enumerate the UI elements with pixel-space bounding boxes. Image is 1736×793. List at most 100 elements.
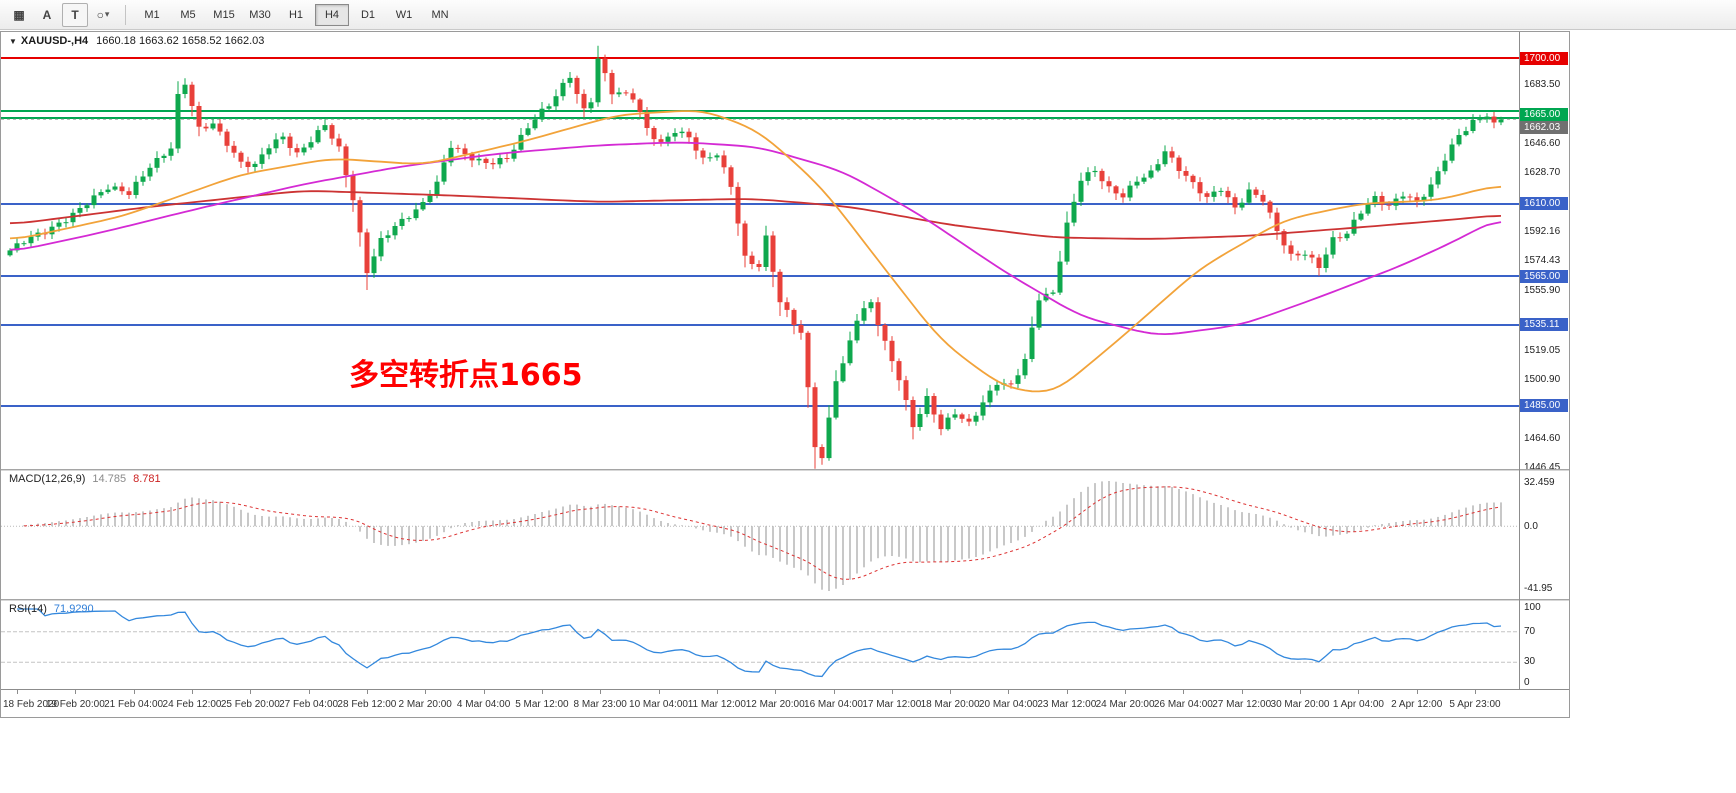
time-axis-label: 4 Mar 04:00 <box>456 699 511 710</box>
price-badge-1485.00: 1485.00 <box>1520 399 1568 413</box>
time-axis-label: 21 Feb 04:00 <box>104 699 164 710</box>
time-axis-label: 28 Feb 12:00 <box>337 699 397 710</box>
time-axis-label: 19 Feb 20:00 <box>45 699 105 710</box>
toolbar: ▦ A T ○ ▾ M1 M5 M15 M30 H1 H4 D1 W1 MN <box>0 0 1736 30</box>
time-axis-tick <box>658 690 660 694</box>
time-axis-tick <box>192 690 193 694</box>
macd-pane: MACD(12,26,9) 14.785 8.781 32.459 0.0 -41.… <box>1 471 1569 599</box>
time-axis-tick <box>250 690 252 694</box>
time-axis-label: 18 Mar 20:00 <box>920 699 980 710</box>
horizontal-line-1663[interactable] <box>1 116 1519 119</box>
time-axis[interactable]: 18 Feb 2020 19 Feb 20:00 21 Feb 04:00 24 Fe… <box>1 689 1569 717</box>
price-badge-1665.00: 1665.00 <box>1520 108 1568 122</box>
text-tool-button[interactable]: A <box>34 3 60 27</box>
price-badge-1662.03: 1662.03 <box>1520 121 1568 135</box>
grid-icon: ▦ <box>13 7 25 22</box>
price-scale-tick: 1555.90 <box>1524 285 1561 296</box>
rsi-label: RSI(14) 71.9290 <box>9 603 94 615</box>
shapes-icon: ○ <box>96 7 104 22</box>
time-axis-tick <box>891 690 893 694</box>
timeframe-h4-button[interactable]: H4 <box>315 3 349 26</box>
timeframe-m5-button[interactable]: M5 <box>180 8 196 21</box>
toolbar-separator <box>125 4 126 25</box>
time-axis-tick <box>1066 690 1068 694</box>
dropdown-caret-icon[interactable]: ▾ <box>104 9 110 19</box>
time-axis-tick <box>541 690 543 694</box>
time-axis-tick <box>1358 690 1360 694</box>
timeframe-m1-button[interactable]: M1 <box>144 8 160 21</box>
chart-window: ▼ XAUUSD-,H4 1660.18 1663.62 1658.52 1662.… <box>0 31 1570 718</box>
rsi-scale-70: 70 <box>1524 626 1536 637</box>
horizontal-line-1535.11[interactable] <box>1 323 1519 326</box>
horizontal-line-1565[interactable] <box>1 275 1519 278</box>
time-axis-tick <box>600 690 602 694</box>
horizontal-line-1667[interactable] <box>1 110 1519 113</box>
time-axis-label: 20 Mar 04:00 <box>978 699 1038 710</box>
macd-name: MACD(12,26,9) <box>9 473 86 485</box>
time-axis-label: 23 Mar 12:00 <box>1037 699 1097 710</box>
time-axis-tick <box>1241 690 1243 694</box>
time-axis-label: 5 Mar 12:00 <box>515 699 569 710</box>
price-scale-tick: 1646.60 <box>1524 138 1561 150</box>
grid-tool-button[interactable]: ▦ <box>6 3 32 27</box>
timeframe-h1-button[interactable]: H1 <box>288 8 304 21</box>
time-axis-tick <box>950 690 952 694</box>
timeframe-m30-button[interactable]: M30 <box>249 8 271 21</box>
time-axis-label: 11 Mar 12:00 <box>687 699 746 710</box>
time-axis-tick <box>366 690 368 694</box>
price-scale-tick: 1574.43 <box>1524 255 1561 266</box>
macd-label: MACD(12,26,9) 14.785 8.781 <box>9 473 161 485</box>
pane-divider[interactable] <box>1 469 1569 471</box>
horizontal-line-1610[interactable] <box>1 202 1519 205</box>
macd-scale-max: 32.459 <box>1524 477 1555 488</box>
pane-divider[interactable] <box>1 599 1569 601</box>
horizontal-lines-layer <box>1 32 1519 469</box>
rsi-plot[interactable] <box>1 601 1519 689</box>
time-axis-label: 26 Mar 04:00 <box>1153 699 1213 710</box>
time-axis-label: 27 Feb 04:00 <box>279 699 339 710</box>
timeframe-mn-button[interactable]: MN <box>431 8 449 21</box>
macd-scale-zero: 0.0 <box>1524 521 1538 533</box>
macd-signal-value: 8.781 <box>133 473 161 485</box>
time-axis-tick <box>1300 690 1301 694</box>
horizontal-line-1700[interactable] <box>1 57 1519 59</box>
time-axis-label: 10 Mar 04:00 <box>629 699 688 710</box>
time-axis-tick <box>1183 690 1185 694</box>
time-axis-tick <box>483 690 485 694</box>
time-axis-tick <box>75 690 77 694</box>
time-axis-tick <box>775 690 777 694</box>
time-axis-tick <box>425 690 427 694</box>
symbol-name: XAUUSD-,H4 <box>20 35 89 47</box>
candlestick-plot[interactable] <box>1 32 1519 469</box>
time-axis-tick <box>133 690 135 694</box>
time-axis-label: 25 Feb 20:00 <box>220 699 280 710</box>
rsi-scale-30: 30 <box>1524 656 1536 667</box>
timeframe-d1-button[interactable]: D1 <box>360 8 376 21</box>
rsi-scale-100: 100 <box>1524 602 1541 613</box>
time-axis-tick <box>308 690 310 694</box>
price-scale-tick: 1464.60 <box>1524 432 1561 444</box>
time-axis-tick <box>716 690 718 694</box>
timeframe-m15-button[interactable]: M15 <box>213 8 235 21</box>
time-axis-label: 12 Mar 20:00 <box>745 699 805 710</box>
time-axis-label: 17 Mar 12:00 <box>862 699 922 710</box>
price-scale-tick: 1628.70 <box>1524 167 1561 179</box>
one-click-trading-arrow[interactable]: ▼ <box>9 37 17 46</box>
horizontal-line-1485[interactable] <box>1 404 1519 407</box>
chart-annotation-text[interactable]: 多空转折点1665 <box>349 358 583 393</box>
price-scale-tick: 1446.45 <box>1524 461 1561 473</box>
time-axis-label: 30 Mar 20:00 <box>1270 699 1330 710</box>
time-axis-label: 8 Mar 23:00 <box>573 699 627 710</box>
timeframe-w1-button[interactable]: W1 <box>395 8 413 21</box>
macd-plot[interactable] <box>1 471 1519 599</box>
time-axis-label: 5 Apr 23:00 <box>1449 699 1501 710</box>
rsi-value: 71.9290 <box>53 603 94 615</box>
label-tool-button[interactable]: T <box>62 2 88 27</box>
time-axis-tick <box>833 690 835 694</box>
shapes-tool-button[interactable]: ○ ▾ <box>90 3 116 27</box>
price-scale[interactable]: 1683.50 1646.60 1628.70 1592.16 1574.43 1555.… <box>1 32 1569 473</box>
price-pane: ▼ XAUUSD-,H4 1660.18 1663.62 1658.52 1662.… <box>1 32 1569 473</box>
price-badge-1565.00: 1565.00 <box>1520 269 1568 283</box>
price-badge-1535.11: 1535.11 <box>1520 318 1568 332</box>
time-axis-tick <box>1125 690 1127 694</box>
